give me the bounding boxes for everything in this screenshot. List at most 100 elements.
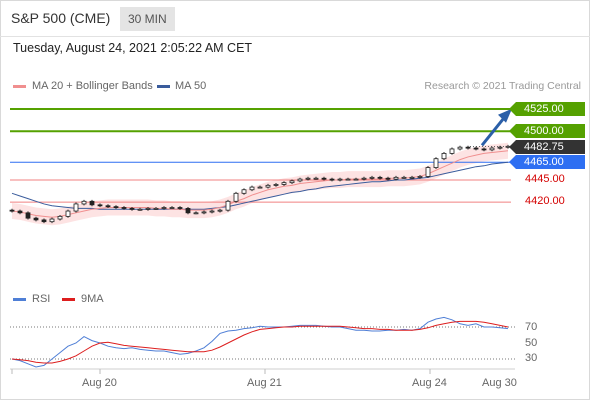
timeframe-button[interactable]: 30 MIN <box>120 7 175 31</box>
candle <box>137 207 143 211</box>
candle-body <box>81 200 87 205</box>
level-tag-4445.00: 4445.00 <box>525 173 565 185</box>
candle-body <box>377 176 383 179</box>
legend-label-ma50: MA 50 <box>175 80 207 92</box>
candle <box>185 206 191 215</box>
level-tag-4465.00: 4465.00 <box>509 155 585 170</box>
candle-body <box>217 209 223 212</box>
candle-body <box>401 176 407 179</box>
candle <box>433 157 439 170</box>
candle <box>121 206 127 210</box>
candle-body <box>329 178 335 181</box>
candle-body <box>417 176 423 178</box>
candle-body <box>137 208 143 211</box>
legend-swatch-bollinger <box>13 85 26 88</box>
candle-body <box>153 207 159 210</box>
candle <box>249 185 255 192</box>
candle <box>225 199 231 212</box>
candle <box>25 211 31 220</box>
candle <box>161 206 167 210</box>
level-tag-4500.00: 4500.00 <box>509 124 585 139</box>
candle-body <box>425 167 431 177</box>
candle <box>145 206 151 211</box>
candle <box>153 206 159 210</box>
candle <box>393 175 399 181</box>
x-tick-aug20: Aug 20 <box>82 377 117 389</box>
candle-body <box>113 206 119 209</box>
candle-body <box>201 211 207 214</box>
candle <box>497 145 503 150</box>
candle <box>193 211 199 215</box>
ma9-legend-swatch <box>62 298 75 301</box>
candle <box>49 217 55 224</box>
candle-body <box>33 217 39 221</box>
candle-body <box>289 180 295 184</box>
candle-body <box>305 177 311 180</box>
rsi-legend-swatch <box>13 298 26 301</box>
candle-body <box>145 207 151 210</box>
candle-body <box>9 209 15 212</box>
candle-body <box>353 178 359 181</box>
candle <box>297 177 303 183</box>
candle-body <box>97 204 103 207</box>
candle-body <box>57 215 63 220</box>
candle <box>241 188 247 195</box>
candle <box>289 179 295 185</box>
candle <box>273 183 279 187</box>
candle-body <box>49 218 55 223</box>
candle <box>65 209 71 218</box>
candle <box>473 146 479 151</box>
candle-body <box>249 186 255 191</box>
candle-body <box>73 203 79 212</box>
candle <box>169 206 175 209</box>
candle-body <box>449 148 455 154</box>
forecast-arrow-shaft <box>480 115 507 147</box>
level-tag-4525.00: 4525.00 <box>509 102 585 117</box>
candle <box>409 175 415 179</box>
legend-swatch-ma50 <box>157 85 170 88</box>
legend-label-bollinger: MA 20 + Bollinger Bands <box>32 80 153 92</box>
candle <box>353 177 359 181</box>
candle <box>425 166 431 178</box>
rsi-tick-70: 70 <box>525 321 538 333</box>
candle <box>281 181 287 186</box>
x-tick-aug21: Aug 21 <box>247 377 282 389</box>
candle-body <box>185 207 191 214</box>
timestamp: Tuesday, August 24, 2021 2:05:22 AM CET <box>13 41 253 55</box>
candle <box>417 175 423 179</box>
candle-body <box>385 177 391 180</box>
candle-body <box>105 205 111 208</box>
candle-body <box>161 207 167 209</box>
candle <box>449 147 455 155</box>
candle <box>329 177 335 182</box>
candle <box>401 175 407 179</box>
candle <box>105 204 111 209</box>
level-tag-4420.00: 4420.00 <box>525 195 565 208</box>
candle-body <box>481 148 487 151</box>
candle <box>177 206 183 210</box>
candle-body <box>321 177 327 180</box>
candle-body <box>465 146 471 149</box>
candle-body <box>129 207 135 210</box>
candle-body <box>233 192 239 202</box>
candle <box>73 202 79 213</box>
candle <box>33 216 39 222</box>
candle <box>369 175 375 180</box>
candle <box>385 176 391 181</box>
candle-body <box>313 177 319 180</box>
x-tick-aug30: Aug 30 <box>482 377 517 389</box>
rsi-line <box>11 316 509 368</box>
candle-body <box>17 210 23 214</box>
candle-body <box>25 212 31 219</box>
candle-body <box>241 189 247 194</box>
bollinger-band-area <box>12 142 508 226</box>
candle <box>457 145 463 151</box>
candle-body <box>209 210 215 213</box>
candle <box>129 206 135 211</box>
candle-body <box>281 182 287 185</box>
candle <box>361 176 367 181</box>
credit-text: Research © 2021 Trading Central <box>424 80 581 92</box>
candle-body <box>169 207 175 209</box>
candle-body <box>409 176 415 179</box>
